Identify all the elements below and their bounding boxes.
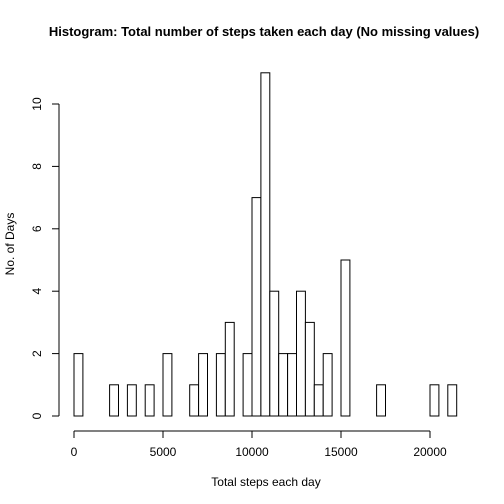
x-tick-label: 5000 xyxy=(150,445,177,459)
y-tick-label: 6 xyxy=(30,225,44,232)
y-tick-label: 10 xyxy=(30,97,44,111)
x-tick-label: 20000 xyxy=(413,445,447,459)
chart-title: Histogram: Total number of steps taken e… xyxy=(49,24,479,39)
histogram-bar xyxy=(144,384,155,417)
histogram-bar xyxy=(304,321,315,417)
histogram-bar xyxy=(269,290,280,417)
histogram-bar xyxy=(189,384,200,417)
bars-layer xyxy=(73,72,458,417)
y-tick-label: 4 xyxy=(30,288,44,295)
histogram-bar xyxy=(198,353,209,417)
histogram-bar xyxy=(73,353,84,417)
x-ticks: 0 5000 10000 15000 20000 xyxy=(71,431,447,459)
histogram-bar xyxy=(278,353,289,417)
histogram-bar xyxy=(322,353,333,417)
x-tick-label: 15000 xyxy=(324,445,358,459)
histogram-bar xyxy=(296,290,306,417)
histogram-bar xyxy=(376,384,387,417)
histogram-bar xyxy=(242,353,253,417)
histogram-bar xyxy=(340,259,351,417)
histogram-bar xyxy=(109,384,119,417)
histogram-bar xyxy=(162,353,173,417)
histogram-bar xyxy=(126,384,137,417)
histogram-bar xyxy=(313,384,324,417)
histogram-bar xyxy=(251,197,262,417)
y-axis: 0 2 4 6 8 10 xyxy=(30,97,60,419)
histogram-bar xyxy=(429,384,440,417)
histogram-bar xyxy=(287,353,298,417)
histogram-bar xyxy=(260,72,271,417)
y-ticks: 0 2 4 6 8 10 xyxy=(30,97,59,419)
x-axis: 0 5000 10000 15000 20000 xyxy=(71,430,447,459)
histogram-bar xyxy=(224,321,235,417)
y-tick-label: 0 xyxy=(30,412,44,419)
x-tick-label: 0 xyxy=(71,445,78,459)
y-tick-label: 2 xyxy=(30,350,44,357)
y-tick-label: 8 xyxy=(30,163,44,170)
histogram-bar xyxy=(215,353,226,417)
histogram-bar xyxy=(447,384,458,417)
x-axis-label: Total steps each day xyxy=(211,475,320,489)
x-tick-label: 10000 xyxy=(235,445,269,459)
y-axis-label: No. of Days xyxy=(3,213,17,276)
